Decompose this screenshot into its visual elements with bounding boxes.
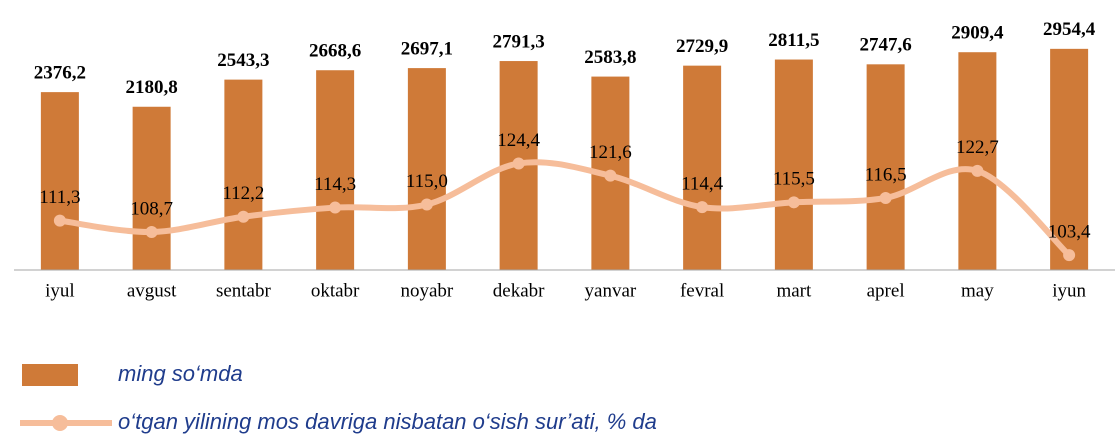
line-value-label: 114,3 (314, 174, 356, 195)
line-value-label: 111,3 (39, 187, 80, 208)
line-value-label: 112,2 (222, 183, 264, 204)
legend-label: o‘tgan yilining mos davriga nisbatan o‘s… (118, 409, 657, 434)
line-marker (512, 157, 525, 170)
bar (866, 64, 905, 271)
x-tick-label: avgust (127, 280, 177, 301)
x-tick-label: iyun (1052, 280, 1086, 301)
legend-marker (52, 415, 68, 431)
line-value-label: 115,0 (406, 171, 448, 192)
bar (683, 65, 722, 270)
bar (1050, 48, 1089, 270)
line-marker (53, 214, 66, 227)
line-value-label: 103,4 (1048, 222, 1091, 243)
bar-value-label: 2376,2 (34, 62, 86, 83)
line-value-label: 115,5 (773, 169, 815, 190)
line-marker (420, 198, 433, 211)
line-marker (604, 169, 617, 182)
x-tick-label: mart (776, 280, 812, 301)
bar (774, 59, 813, 271)
bar (958, 52, 997, 270)
bar-value-label: 2954,4 (1043, 19, 1096, 40)
bar-value-label: 2791,3 (493, 31, 545, 52)
line-value-label: 108,7 (130, 198, 173, 219)
bar-value-label: 2697,1 (401, 38, 453, 59)
x-tick-label: sentabr (216, 280, 272, 301)
line-marker (879, 191, 892, 204)
line-marker (329, 201, 342, 214)
bar (224, 79, 263, 270)
bar-value-label: 2811,5 (768, 30, 819, 51)
bar-value-label: 2729,9 (676, 36, 728, 57)
line-marker (696, 201, 709, 214)
legend-label: ming so‘mda (118, 361, 243, 386)
line (59, 159, 1072, 258)
x-tick-label: oktabr (311, 280, 360, 301)
line-value-label: 124,4 (497, 130, 540, 151)
legend-swatch (22, 364, 78, 386)
line-marker (237, 210, 250, 223)
bar (407, 68, 446, 270)
x-tick-label: iyul (45, 280, 75, 301)
bar-value-label: 2747,6 (860, 35, 912, 56)
x-tick-label: dekabr (493, 280, 545, 301)
line-value-label: 114,4 (681, 173, 724, 194)
line-value-label: 116,5 (865, 164, 907, 185)
line-value-label: 121,6 (589, 142, 632, 163)
x-tick-label: aprel (867, 280, 905, 301)
bar (40, 92, 79, 271)
line-marker (145, 226, 158, 239)
bar-value-label: 2583,8 (584, 47, 636, 68)
x-tick-label: may (961, 280, 994, 301)
line-value-label: 122,7 (956, 137, 999, 158)
line-marker (971, 164, 984, 177)
line-marker (1063, 249, 1076, 262)
bar-value-label: 2668,6 (309, 41, 361, 62)
line-marker (787, 196, 800, 209)
bar-value-label: 2909,4 (951, 23, 1004, 44)
bar-value-label: 2543,3 (217, 50, 269, 71)
x-tick-label: yanvar (585, 280, 637, 301)
bar-value-label: 2180,8 (126, 77, 178, 98)
bar (316, 70, 355, 270)
x-tick-label: fevral (680, 280, 724, 301)
x-tick-label: noyabr (400, 280, 453, 301)
bar (132, 106, 171, 270)
